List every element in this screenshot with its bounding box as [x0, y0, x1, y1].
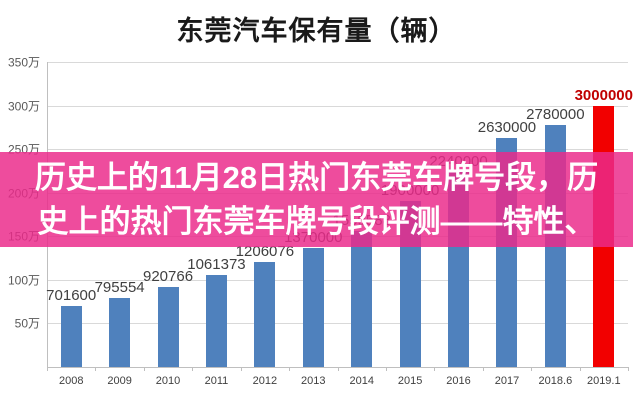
gridline	[47, 323, 628, 325]
x-axis-tick	[95, 367, 97, 371]
gridline	[47, 149, 628, 151]
x-axis-tick	[337, 367, 339, 371]
bar-value-label: 795554	[94, 278, 145, 296]
overlay-text-line2: 史上的热门东莞车牌号段评测——特性、	[37, 203, 596, 239]
bar-value-label: 920766	[143, 267, 194, 285]
bar-value-label: 3000000	[574, 86, 633, 104]
overlay-banner: 历史上的11月28日热门东莞车牌号段，历 史上的热门东莞车牌号段评测——特性、	[0, 152, 633, 247]
x-axis-tick	[579, 367, 581, 371]
bar	[109, 297, 131, 367]
x-axis-category-label: 2008	[58, 375, 84, 387]
bar	[60, 305, 82, 367]
gridline	[47, 279, 628, 281]
bar	[302, 247, 324, 367]
x-axis-category-label: 2013	[301, 375, 326, 387]
y-axis-tick-label: 300万	[7, 99, 40, 114]
x-axis-tick	[240, 367, 242, 371]
bar	[157, 286, 179, 367]
y-axis-tick-label: 100万	[7, 273, 40, 288]
bar-value-label: 2780000	[526, 105, 585, 123]
x-axis-category-label: 2015	[397, 375, 423, 387]
x-axis-category-label: 2009	[107, 375, 132, 387]
x-axis-tick	[482, 367, 484, 371]
overlay-text-line1: 历史上的11月28日热门东莞车牌号段，历	[34, 159, 599, 195]
bar-value-label: 701600	[46, 286, 97, 304]
bar-value-label: 1061373	[187, 255, 246, 273]
x-axis-category-label: 2014	[349, 375, 374, 387]
bar	[205, 274, 227, 367]
x-axis-tick	[47, 367, 48, 371]
x-axis-tick	[143, 367, 145, 371]
bar	[351, 231, 373, 367]
y-axis-tick-label: 50万	[14, 316, 40, 331]
gridline	[47, 105, 628, 107]
gridline	[47, 62, 628, 63]
x-axis-tick	[385, 367, 387, 371]
x-axis-tick	[434, 367, 436, 371]
x-axis-tick	[289, 367, 291, 371]
x-axis-category-label: 2010	[155, 375, 181, 387]
bar	[254, 261, 276, 367]
x-axis-category-label: 2012	[252, 375, 278, 387]
x-axis-category-label: 2011	[204, 375, 229, 387]
x-axis-category-label: 2019.1	[586, 375, 621, 387]
x-axis-tick	[628, 367, 629, 371]
x-axis-category-label: 2017	[494, 375, 520, 387]
x-axis-category-label: 2016	[446, 375, 471, 387]
x-axis-tick	[192, 367, 194, 371]
y-axis-tick-label: 350万	[7, 55, 40, 70]
bar-value-label: 1206076	[235, 242, 295, 260]
x-axis-tick	[531, 367, 533, 371]
x-axis-category-label: 2018.6	[538, 375, 573, 387]
chart-title: 东莞汽车保有量（辆）	[176, 16, 457, 46]
bar-value-label: 2630000	[477, 118, 537, 136]
